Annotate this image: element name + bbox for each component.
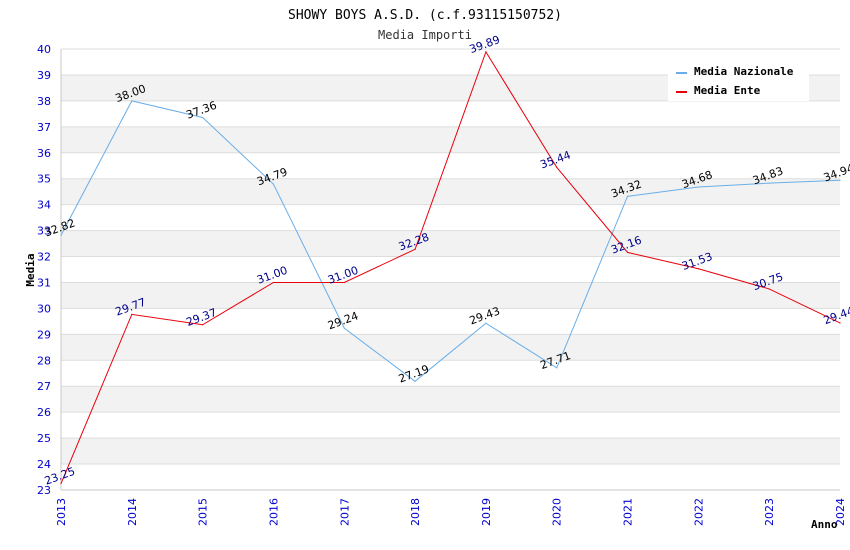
chart-title: SHOWY BOYS A.S.D. (c.f.93115150752) (288, 8, 562, 23)
x-tick-label: 2020 (551, 498, 564, 526)
data-point (839, 322, 841, 324)
data-point (202, 324, 204, 326)
y-tick-label: 29 (37, 328, 51, 341)
series-line-media-nazionale (60, 100, 841, 382)
data-label: 39.89 (468, 33, 502, 56)
legend-label-ente: Media Ente (694, 84, 761, 97)
data-point (343, 281, 345, 284)
y-tick-label: 27 (37, 380, 51, 393)
data-point (485, 322, 487, 324)
x-tick-label: 2013 (55, 498, 68, 526)
grid-band (61, 230, 840, 257)
grid-band (61, 282, 840, 309)
y-tick-label: 34 (37, 199, 51, 212)
x-tick-label: 2024 (834, 498, 847, 526)
data-label: 37.36 (184, 99, 218, 122)
x-tick-label: 2016 (267, 498, 280, 526)
data-point (626, 195, 629, 197)
x-tick-labels: 2013 2014 2015 2016 2017 2018 2019 2020 2021 2022… (55, 498, 847, 526)
chart-subtitle: Media Importi (378, 28, 472, 42)
y-tick-label: 26 (37, 406, 51, 419)
y-tick-label: 38 (37, 95, 51, 108)
data-point (485, 51, 487, 53)
data-point (131, 313, 133, 315)
y-axis-label: Media (24, 253, 37, 286)
series-lines (60, 50, 841, 485)
grid-lines (61, 48, 840, 491)
x-tick-label: 2021 (622, 498, 635, 526)
data-point (272, 281, 275, 284)
data-point (697, 186, 699, 188)
y-tick-label: 35 (37, 173, 51, 186)
y-tick-label: 28 (37, 354, 51, 367)
y-tick-label: 25 (37, 432, 51, 445)
data-point (131, 100, 133, 102)
grid-band (61, 334, 840, 361)
legend-label-nazionale: Media Nazionale (694, 65, 794, 78)
data-point (414, 380, 416, 382)
series-line-media-ente (60, 50, 841, 484)
data-point (697, 268, 699, 270)
y-tick-label: 39 (37, 69, 51, 82)
y-tick-label: 36 (37, 147, 51, 160)
x-tick-label: 2014 (126, 498, 139, 526)
legend: Media Nazionale Media Ente (668, 61, 809, 101)
data-point (556, 166, 558, 168)
data-point (414, 248, 416, 250)
data-point (60, 234, 62, 236)
x-tick-label: 2015 (197, 498, 210, 526)
data-point (272, 183, 275, 185)
y-tick-label: 40 (37, 43, 51, 56)
data-point (60, 482, 62, 485)
y-tick-label: 23 (37, 484, 51, 497)
grid-bands (61, 74, 840, 465)
data-label: 29.24 (326, 309, 360, 332)
data-point (343, 327, 345, 329)
data-point (768, 182, 770, 184)
grid-band (61, 126, 840, 153)
grid-band (61, 178, 840, 205)
y-tick-label: 33 (37, 225, 51, 238)
data-point (768, 288, 770, 290)
x-tick-label: 2019 (480, 498, 493, 526)
data-label: 27.19 (397, 363, 431, 386)
data-label: 29.37 (184, 306, 218, 329)
data-point (626, 251, 629, 253)
grid-band (61, 438, 840, 465)
data-point (202, 116, 204, 119)
x-tick-label: 2018 (409, 498, 422, 526)
data-point (839, 179, 841, 181)
x-axis-label: Anno (811, 518, 838, 531)
grid-band (61, 386, 840, 413)
x-tick-label: 2017 (338, 498, 351, 526)
y-tick-label: 31 (37, 276, 51, 289)
x-tick-label: 2022 (692, 498, 705, 526)
y-tick-labels: 23 24 25 26 27 28 29 30 31 32 33 34 35 36 37 38 39 40 (37, 43, 51, 497)
y-tick-label: 37 (37, 121, 51, 134)
legend-box (668, 61, 809, 101)
y-tick-label: 32 (37, 251, 51, 264)
y-tick-label: 30 (37, 302, 51, 315)
x-tick-label: 2023 (763, 498, 776, 526)
data-point (556, 367, 558, 369)
y-tick-label: 24 (37, 458, 51, 471)
